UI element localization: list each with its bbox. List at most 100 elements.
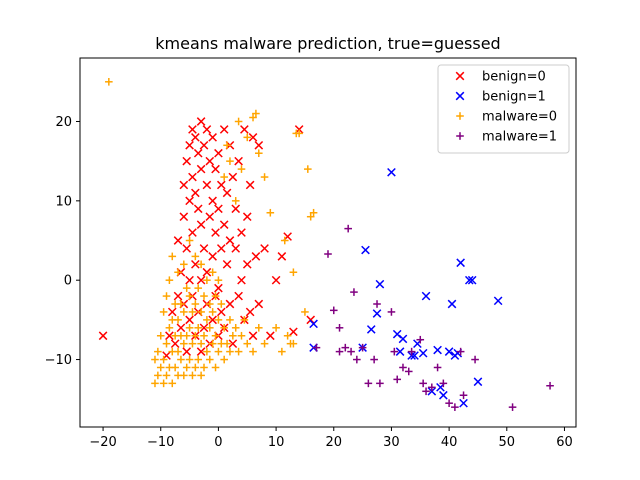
data-point — [188, 308, 197, 316]
y-tick-label: −10 — [45, 353, 72, 368]
data-point — [353, 355, 361, 364]
data-point — [220, 173, 228, 181]
x-tick-label: 50 — [499, 435, 516, 450]
data-point — [196, 347, 206, 356]
data-point — [202, 267, 212, 277]
data-point — [390, 347, 399, 356]
data-point — [467, 275, 477, 285]
data-point — [200, 331, 208, 340]
data-point — [214, 316, 223, 324]
data-point — [188, 172, 197, 182]
data-point — [188, 339, 197, 348]
data-point — [165, 331, 174, 341]
data-point — [228, 172, 238, 182]
data-point — [286, 339, 295, 348]
chart-title: kmeans malware prediction, true=guessed — [155, 34, 500, 53]
legend-marker — [455, 71, 465, 81]
x-tick-label: 30 — [383, 435, 400, 450]
data-point — [398, 334, 408, 344]
data-point — [156, 363, 165, 372]
data-point — [191, 252, 200, 261]
data-point — [404, 367, 413, 376]
data-point — [260, 339, 269, 348]
data-point — [208, 308, 217, 316]
series-malware=1 — [312, 224, 554, 411]
data-point — [226, 157, 234, 165]
data-point — [214, 283, 223, 293]
data-point — [248, 331, 258, 341]
data-point — [456, 347, 465, 356]
data-point — [162, 339, 171, 348]
data-point — [234, 117, 243, 126]
data-point — [162, 371, 171, 380]
data-point — [199, 323, 209, 333]
data-point — [203, 316, 211, 324]
data-point — [211, 331, 220, 340]
data-point — [182, 156, 192, 166]
y-tick-label: 10 — [55, 194, 72, 209]
data-point — [214, 204, 223, 214]
data-point — [329, 306, 338, 315]
data-point — [194, 284, 203, 292]
data-point — [393, 375, 402, 384]
data-point — [271, 275, 281, 285]
data-point — [185, 275, 194, 285]
data-point — [196, 164, 206, 174]
data-point — [193, 148, 203, 158]
data-point — [395, 347, 405, 356]
data-point — [200, 292, 208, 300]
data-point — [177, 300, 185, 308]
data-point — [168, 252, 177, 261]
data-point — [151, 379, 159, 388]
data-point — [243, 133, 252, 142]
data-point — [219, 125, 229, 134]
data-point — [205, 212, 215, 222]
data-point — [185, 292, 194, 300]
legend-box — [437, 64, 570, 154]
data-point — [231, 324, 240, 332]
data-point — [373, 300, 381, 308]
data-point — [444, 347, 454, 356]
data-point — [222, 188, 232, 198]
data-point — [428, 383, 436, 392]
data-point — [508, 403, 517, 411]
data-point — [223, 141, 231, 150]
data-point — [185, 315, 194, 325]
data-point — [208, 315, 217, 325]
data-point — [151, 355, 159, 364]
data-point — [471, 355, 479, 364]
data-point — [280, 236, 289, 245]
data-point — [185, 355, 194, 364]
data-point — [283, 331, 292, 340]
data-point — [191, 363, 200, 372]
legend-label: malware=1 — [482, 130, 557, 145]
data-point — [335, 324, 344, 332]
data-point — [214, 276, 223, 284]
data-point — [165, 276, 174, 284]
data-point — [208, 339, 217, 348]
data-point — [180, 308, 188, 316]
data-point — [335, 347, 344, 356]
data-point — [191, 188, 200, 198]
data-point — [179, 180, 189, 190]
data-point — [182, 347, 192, 356]
data-point — [182, 363, 191, 372]
legend-entry: benign=0 — [455, 70, 546, 85]
data-point — [459, 391, 468, 400]
data-point — [418, 348, 428, 358]
data-point — [171, 363, 179, 372]
data-point — [370, 355, 378, 364]
data-point — [344, 224, 352, 233]
data-point — [208, 133, 217, 142]
data-point — [416, 335, 425, 344]
data-point — [188, 371, 197, 380]
data-point — [173, 236, 183, 245]
data-point — [156, 331, 165, 340]
legend-entry: benign=1 — [455, 90, 546, 105]
y-axis: −10 0 10 20 — [45, 115, 80, 368]
data-point — [199, 140, 209, 150]
data-point — [366, 325, 376, 334]
data-point — [191, 133, 200, 142]
x-tick-label: −20 — [89, 435, 116, 450]
